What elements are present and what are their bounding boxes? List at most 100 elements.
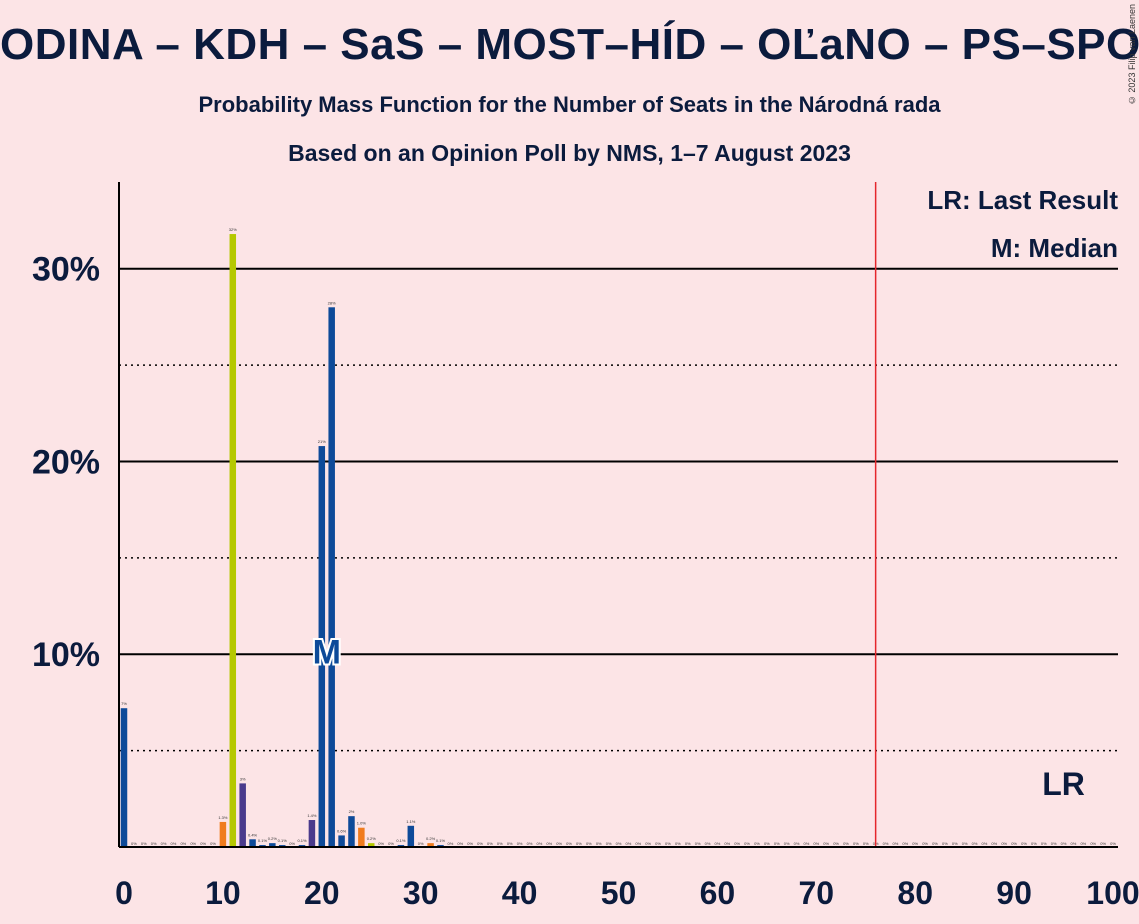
bar-seat-25	[368, 843, 375, 847]
bar-seat-20	[318, 446, 326, 847]
zero-value-label: 0%	[487, 841, 493, 846]
zero-value-label: 0%	[912, 841, 918, 846]
zero-value-label: 0%	[497, 841, 503, 846]
axes: 10% 20% 30% 0 10 20 30 40 50 60 70 80 90 100	[32, 182, 1139, 911]
zero-value-label: 0%	[813, 841, 819, 846]
zero-value-label: 0%	[566, 841, 572, 846]
bar-value-label: 7%	[121, 701, 127, 706]
zero-value-label: 0%	[843, 841, 849, 846]
bar-seat-10	[219, 821, 227, 847]
zero-value-label: 0%	[1001, 841, 1007, 846]
bar-value-label: 1.0%	[357, 821, 367, 826]
zero-value-label: 0%	[1100, 841, 1106, 846]
median-marker: M	[313, 633, 341, 671]
bar-value-label: 0.1%	[297, 838, 307, 843]
median-marker-halo: M	[313, 633, 341, 671]
zero-value-label: 0%	[546, 841, 552, 846]
bar-seat-29	[407, 825, 415, 847]
zero-value-label: 0%	[477, 841, 483, 846]
zero-value-label: 0%	[952, 841, 958, 846]
bar-seat-22	[338, 835, 345, 847]
zero-value-label: 0%	[665, 841, 671, 846]
bar-seat-15	[269, 843, 276, 847]
bar-value-label: 28%	[328, 300, 336, 305]
zero-value-label: 0%	[418, 841, 424, 846]
zero-value-label: 0%	[447, 841, 453, 846]
zero-value-label: 0%	[289, 841, 295, 846]
zero-value-label: 0%	[635, 841, 641, 846]
x-tick-label: 30	[403, 875, 439, 911]
bar-value-label: 0.2%	[367, 836, 377, 841]
bar-value-label: 0.1%	[258, 838, 268, 843]
y-tick-label: 10%	[32, 636, 100, 674]
legend-last-result: LR: Last Result	[927, 185, 1118, 215]
zero-value-label: 0%	[1071, 841, 1077, 846]
grid-lines	[119, 267, 1118, 752]
zero-value-label: 0%	[1051, 841, 1057, 846]
x-tick-label: 70	[799, 875, 835, 911]
zero-value-label: 0%	[586, 841, 592, 846]
legend-median: M: Median	[991, 233, 1118, 263]
zero-value-label: 0%	[596, 841, 602, 846]
bar-value-label: 21%	[318, 439, 326, 444]
zero-value-label: 0%	[764, 841, 770, 846]
x-tick-label: 60	[700, 875, 736, 911]
bar-seat-13	[249, 839, 256, 847]
zero-value-label: 0%	[734, 841, 740, 846]
zero-value-label: 0%	[527, 841, 533, 846]
zero-value-label: 0%	[131, 841, 137, 846]
zero-value-label: 0%	[705, 841, 711, 846]
last-result-marker: LR	[1042, 766, 1085, 802]
y-tick-label: 20%	[32, 443, 100, 481]
bar-seat-12	[239, 783, 246, 847]
zero-value-label: 0%	[774, 841, 780, 846]
x-tick-label: 100	[1086, 875, 1139, 911]
zero-value-label: 0%	[388, 841, 394, 846]
x-tick-label: 50	[601, 875, 637, 911]
zero-value-label: 0%	[922, 841, 928, 846]
bar-value-label: 32%	[229, 227, 237, 232]
zero-value-label: 0%	[1080, 841, 1086, 846]
bar-seat-11	[229, 234, 237, 848]
zero-value-label: 0%	[1090, 841, 1096, 846]
zero-value-label: 0%	[1061, 841, 1067, 846]
chart-title: ODINA – KDH – SaS – MOST–HÍD – OĽaNO – P…	[0, 20, 1139, 69]
zero-value-label: 0%	[833, 841, 839, 846]
bar-value-label: 2%	[349, 809, 355, 814]
bar-seat-21	[328, 307, 335, 847]
bar-value-label: 0.1%	[396, 838, 406, 843]
zero-value-label: 0%	[616, 841, 622, 846]
zero-value-label: 0%	[190, 841, 196, 846]
zero-value-label: 0%	[1041, 841, 1047, 846]
bar-value-label: 0.2%	[426, 836, 436, 841]
bar-value-label: 1.4%	[307, 813, 317, 818]
bar-value-label: 1.3%	[218, 815, 228, 820]
zero-value-label: 0%	[1110, 841, 1116, 846]
zero-value-label: 0%	[576, 841, 582, 846]
zero-value-label: 0%	[210, 841, 216, 846]
zero-value-label: 0%	[902, 841, 908, 846]
x-tick-label: 80	[897, 875, 933, 911]
zero-value-label: 0%	[883, 841, 889, 846]
zero-value-label: 0%	[645, 841, 651, 846]
zero-value-label: 0%	[556, 841, 562, 846]
zero-value-label: 0%	[1021, 841, 1027, 846]
zero-value-label: 0%	[655, 841, 661, 846]
zero-value-label: 0%	[804, 841, 810, 846]
zero-value-label: 0%	[1011, 841, 1017, 846]
zero-value-label: 0%	[378, 841, 384, 846]
x-tick-label: 0	[115, 875, 133, 911]
zero-value-label: 0%	[180, 841, 186, 846]
zero-value-label: 0%	[754, 841, 760, 846]
zero-value-label: 0%	[685, 841, 691, 846]
bar-value-label: 0.4%	[248, 832, 258, 837]
zero-value-label: 0%	[517, 841, 523, 846]
zero-value-label: 0%	[724, 841, 730, 846]
zero-value-label: 0%	[467, 841, 473, 846]
zero-value-label: 0%	[932, 841, 938, 846]
bar-seat-0	[120, 708, 128, 847]
zero-value-label: 0%	[982, 841, 988, 846]
zero-value-label: 0%	[715, 841, 721, 846]
bar-value-label: 0.6%	[337, 828, 347, 833]
